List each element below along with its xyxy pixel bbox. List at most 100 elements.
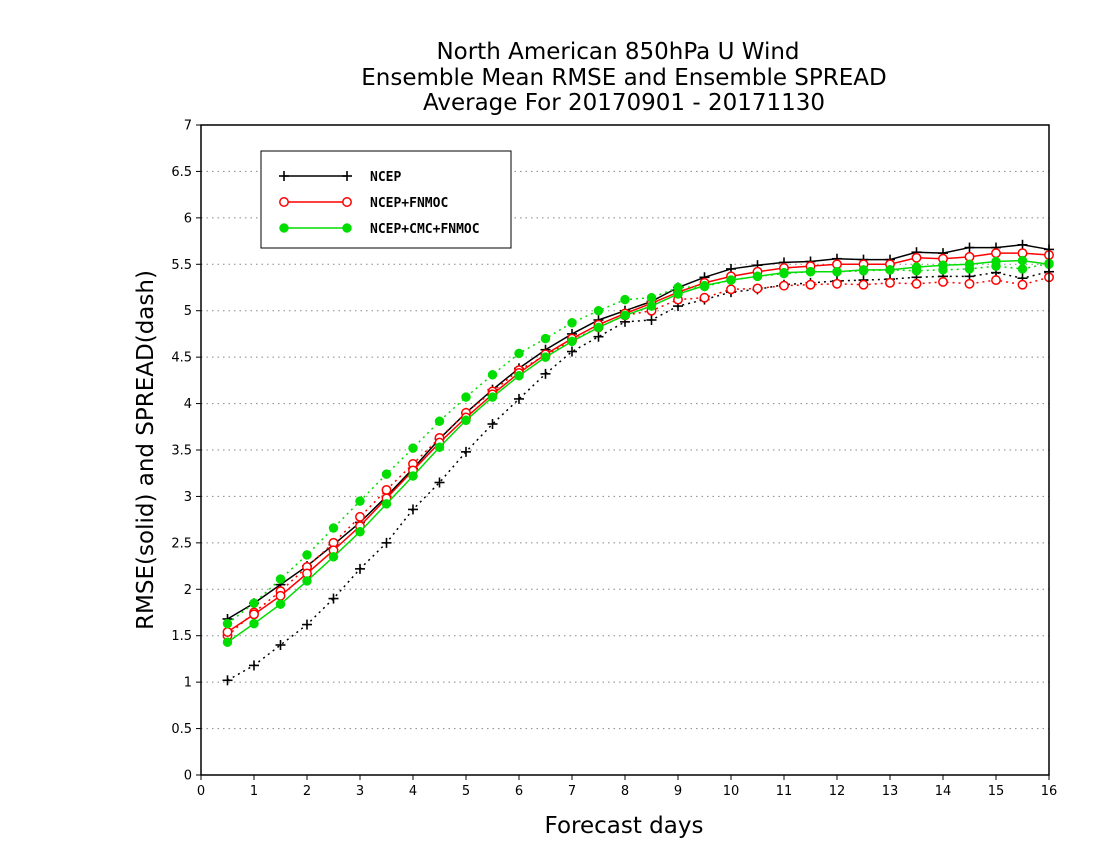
legend-item-ncep-fnmoc: NCEP+FNMOC (279, 196, 448, 211)
series-ncep-cmc-fnmoc-rmse-point (302, 576, 312, 586)
legend-item-ncep-marker-right (342, 171, 352, 181)
x-tick-label: 4 (409, 784, 417, 799)
series-ncep-fnmoc-spread-point (699, 292, 710, 303)
series-ncep-cmc-fnmoc-spread-point (487, 370, 498, 380)
legend-item-ncep-cmc-fnmoc-marker-left (279, 223, 289, 233)
title-line-1: North American 850hPa U Wind (436, 39, 799, 65)
series-ncep-cmc-fnmoc-spread-point (275, 574, 286, 584)
x-tick-label: 16 (1041, 784, 1058, 799)
title-line-3: Average For 20170901 - 20171130 (423, 90, 825, 116)
series-ncep-cmc-fnmoc-spread-point (222, 618, 233, 629)
y-axis: 0 0.5 1 1.5 2 2.5 3 3.5 4 4.5 5 5.5 6 6.5 7 (171, 119, 201, 784)
series-ncep-cmc-fnmoc-rmse-point (805, 266, 816, 277)
series-ncep-spread-point (275, 640, 286, 650)
y-tick-label: 0 (184, 769, 192, 784)
chart-title: North American 850hPa U Wind Ensemble Me… (361, 39, 886, 116)
y-tick-label: 1 (184, 676, 192, 691)
series-ncep-cmc-fnmoc-spread-point (381, 469, 392, 479)
y-tick-label: 3.5 (171, 444, 192, 459)
series-ncep-cmc-fnmoc-rmse-point (858, 265, 869, 275)
title-line-2: Ensemble Mean RMSE and Ensemble SPREAD (361, 65, 886, 91)
series-ncep-cmc-fnmoc-rmse-point (620, 310, 630, 321)
series-ncep-fnmoc-rmse-point (991, 248, 1001, 259)
series-ncep-spread-point (593, 331, 604, 342)
legend-item-ncep-fnmoc-marker-right (342, 197, 352, 207)
series-ncep-cmc-fnmoc-rmse-point (249, 618, 259, 629)
series-ncep-cmc-fnmoc-spread-line (227, 262, 1050, 625)
y-axis-label: RMSE(solid) and SPREAD(dash) (133, 270, 159, 630)
series-ncep-cmc-fnmoc-rmse-point (540, 352, 551, 362)
legend-item-ncep-fnmoc-label: NCEP+FNMOC (370, 196, 448, 211)
series-ncep-cmc-fnmoc-rmse-point (752, 271, 763, 282)
series-ncep-cmc-fnmoc-spread-point (408, 443, 418, 453)
series-ncep-spread-point (567, 346, 577, 357)
series-ncep-spread-point (355, 563, 365, 574)
series-ncep-cmc-fnmoc-rmse-point (673, 289, 683, 299)
series-ncep-cmc-fnmoc-spread-point (302, 550, 312, 560)
legend-item-ncep-marker-left (279, 171, 289, 181)
series-ncep-cmc-fnmoc-rmse-point (408, 471, 418, 481)
x-tick-label: 7 (568, 784, 576, 799)
gridlines (201, 170, 1049, 730)
series-ncep-fnmoc-rmse-point (222, 627, 233, 637)
y-tick-label: 3 (184, 490, 192, 505)
series-ncep-fnmoc-rmse-point (911, 252, 922, 263)
series-ncep-cmc-fnmoc-rmse-point (275, 599, 286, 609)
series-ncep-rmse-point (1017, 239, 1028, 250)
legend-item-ncep-cmc-fnmoc: NCEP+CMC+FNMOC (279, 222, 480, 237)
series-ncep-cmc-fnmoc-spread-point (620, 294, 630, 305)
series-ncep-cmc-fnmoc-spread-point (355, 496, 365, 506)
series-ncep-cmc-fnmoc-rmse-point (832, 266, 842, 277)
series-ncep-cmc-fnmoc-rmse-point (461, 415, 471, 426)
series-ncep-cmc-fnmoc-rmse-point (434, 442, 445, 452)
series-ncep-cmc-fnmoc-rmse-point (222, 637, 233, 647)
x-tick-label: 8 (621, 784, 629, 799)
x-tick-label: 12 (829, 784, 846, 799)
series-ncep-cmc-fnmoc-spread-point (593, 305, 604, 316)
x-tick-label: 6 (515, 784, 523, 799)
series-ncep-spread-point (222, 675, 233, 686)
series-ncep-cmc-fnmoc-spread-point (540, 333, 551, 344)
x-axis-label: Forecast days (545, 813, 704, 839)
y-tick-label: 0.5 (171, 722, 192, 737)
legend-box (260, 150, 512, 249)
series-ncep-spread-point (381, 537, 392, 548)
y-tick-label: 6.5 (171, 165, 192, 180)
series-ncep-fnmoc-spread-point (779, 280, 789, 291)
series-ncep-cmc-fnmoc-rmse-point (885, 265, 895, 275)
series-ncep (222, 239, 1054, 686)
series-ncep-cmc-fnmoc-rmse-point (646, 301, 657, 311)
y-tick-label: 2 (184, 583, 192, 598)
series-ncep-cmc-fnmoc-spread-point (514, 348, 524, 359)
series-ncep-cmc-fnmoc-rmse-point (991, 256, 1001, 267)
series-ncep-fnmoc-spread-point (964, 278, 975, 289)
series-ncep-cmc-fnmoc-spread-point (567, 318, 577, 328)
x-tick-label: 1 (250, 784, 258, 799)
x-tick-label: 10 (723, 784, 740, 799)
series-ncep-cmc-fnmoc-rmse-point (911, 262, 922, 272)
series-ncep-cmc-fnmoc-spread-point (434, 416, 445, 426)
series-ncep-fnmoc-spread-point (938, 276, 948, 287)
x-tick-label: 9 (674, 784, 682, 799)
y-tick-label: 4 (184, 397, 192, 412)
series-ncep-spread-point (540, 368, 551, 379)
series-ncep-cmc-fnmoc-rmse-point (381, 499, 392, 509)
series-ncep-fnmoc-spread-point (381, 484, 392, 495)
series-ncep-spread-point (487, 419, 498, 429)
series-ncep-spread-point (646, 315, 657, 325)
series-ncep-fnmoc-spread-point (752, 283, 763, 294)
series-ncep-cmc-fnmoc-rmse-point (699, 280, 710, 291)
series-ncep-fnmoc-rmse-point (249, 609, 259, 620)
series-ncep-fnmoc-spread-point (832, 278, 842, 289)
x-tick-label: 0 (197, 784, 205, 799)
x-tick-label: 11 (776, 784, 793, 799)
legend-item-ncep-cmc-fnmoc-label: NCEP+CMC+FNMOC (370, 222, 480, 237)
series-ncep-cmc-fnmoc-rmse-point (355, 526, 365, 537)
x-tick-label: 5 (462, 784, 470, 799)
series-layer (222, 239, 1054, 686)
series-ncep-cmc-fnmoc-rmse-point (514, 370, 524, 381)
series-ncep-fnmoc-spread-point (991, 275, 1001, 286)
series-ncep-cmc-fnmoc-spread-point (646, 292, 657, 303)
series-ncep-cmc-fnmoc-rmse-point (938, 260, 948, 270)
